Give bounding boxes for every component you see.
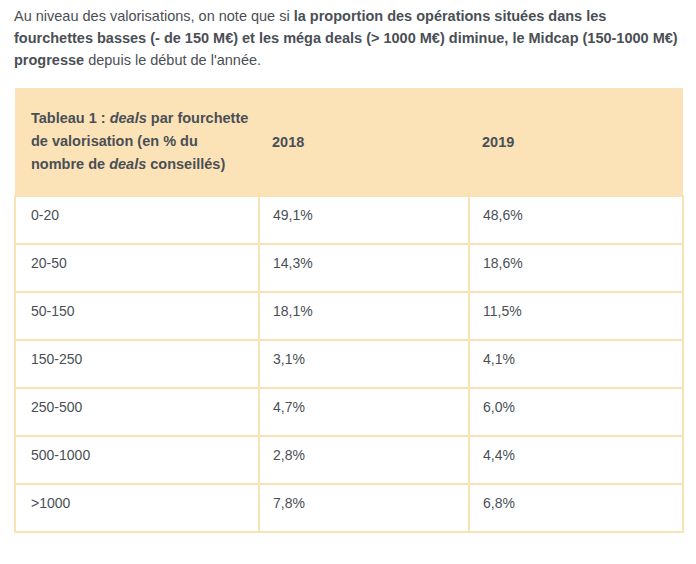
intro-paragraph: Au niveau des valorisations, on note que… bbox=[14, 5, 682, 71]
range-cell: 250-500 bbox=[15, 388, 259, 436]
value-2019-cell: 48,6% bbox=[469, 196, 683, 244]
table-row: 50-150 18,1% 11,5% bbox=[15, 292, 683, 340]
table-row: 500-1000 2,8% 4,4% bbox=[15, 436, 683, 484]
column-header-2018: 2018 bbox=[259, 88, 469, 196]
table-title-text: Tableau 1 : bbox=[31, 110, 110, 126]
value-2018-cell: 18,1% bbox=[259, 292, 469, 340]
value-2018-cell: 4,7% bbox=[259, 388, 469, 436]
value-2019-cell: 11,5% bbox=[469, 292, 683, 340]
article-body: Au niveau des valorisations, on note que… bbox=[0, 0, 696, 533]
range-cell: 500-1000 bbox=[15, 436, 259, 484]
table-title-italic: deals bbox=[109, 156, 146, 172]
valuation-table: Tableau 1 : deals par fourchette de valo… bbox=[14, 88, 684, 533]
range-cell: 50-150 bbox=[15, 292, 259, 340]
value-2018-cell: 49,1% bbox=[259, 196, 469, 244]
table-row: 250-500 4,7% 6,0% bbox=[15, 388, 683, 436]
table-title-text: conseillés) bbox=[146, 156, 225, 172]
value-2019-cell: 6,8% bbox=[469, 484, 683, 532]
table-title-italic: deals bbox=[110, 110, 147, 126]
value-2018-cell: 3,1% bbox=[259, 340, 469, 388]
table-body: 0-20 49,1% 48,6% 20-50 14,3% 18,6% 50-15… bbox=[15, 196, 683, 532]
range-cell: 20-50 bbox=[15, 244, 259, 292]
value-2019-cell: 6,0% bbox=[469, 388, 683, 436]
range-cell: 150-250 bbox=[15, 340, 259, 388]
intro-text-start: Au niveau des valorisations, on note que… bbox=[14, 8, 294, 24]
table-row: 20-50 14,3% 18,6% bbox=[15, 244, 683, 292]
value-2018-cell: 14,3% bbox=[259, 244, 469, 292]
value-2019-cell: 4,4% bbox=[469, 436, 683, 484]
column-header-2019: 2019 bbox=[469, 88, 683, 196]
range-cell: 0-20 bbox=[15, 196, 259, 244]
table-title: Tableau 1 : deals par fourchette de valo… bbox=[15, 88, 259, 196]
value-2018-cell: 2,8% bbox=[259, 436, 469, 484]
table-row: >1000 7,8% 6,8% bbox=[15, 484, 683, 532]
range-cell: >1000 bbox=[15, 484, 259, 532]
value-2018-cell: 7,8% bbox=[259, 484, 469, 532]
value-2019-cell: 18,6% bbox=[469, 244, 683, 292]
table-row: 150-250 3,1% 4,1% bbox=[15, 340, 683, 388]
table-header: Tableau 1 : deals par fourchette de valo… bbox=[15, 88, 683, 196]
table-row: 0-20 49,1% 48,6% bbox=[15, 196, 683, 244]
intro-text-end: depuis le début de l'année. bbox=[84, 52, 261, 68]
value-2019-cell: 4,1% bbox=[469, 340, 683, 388]
